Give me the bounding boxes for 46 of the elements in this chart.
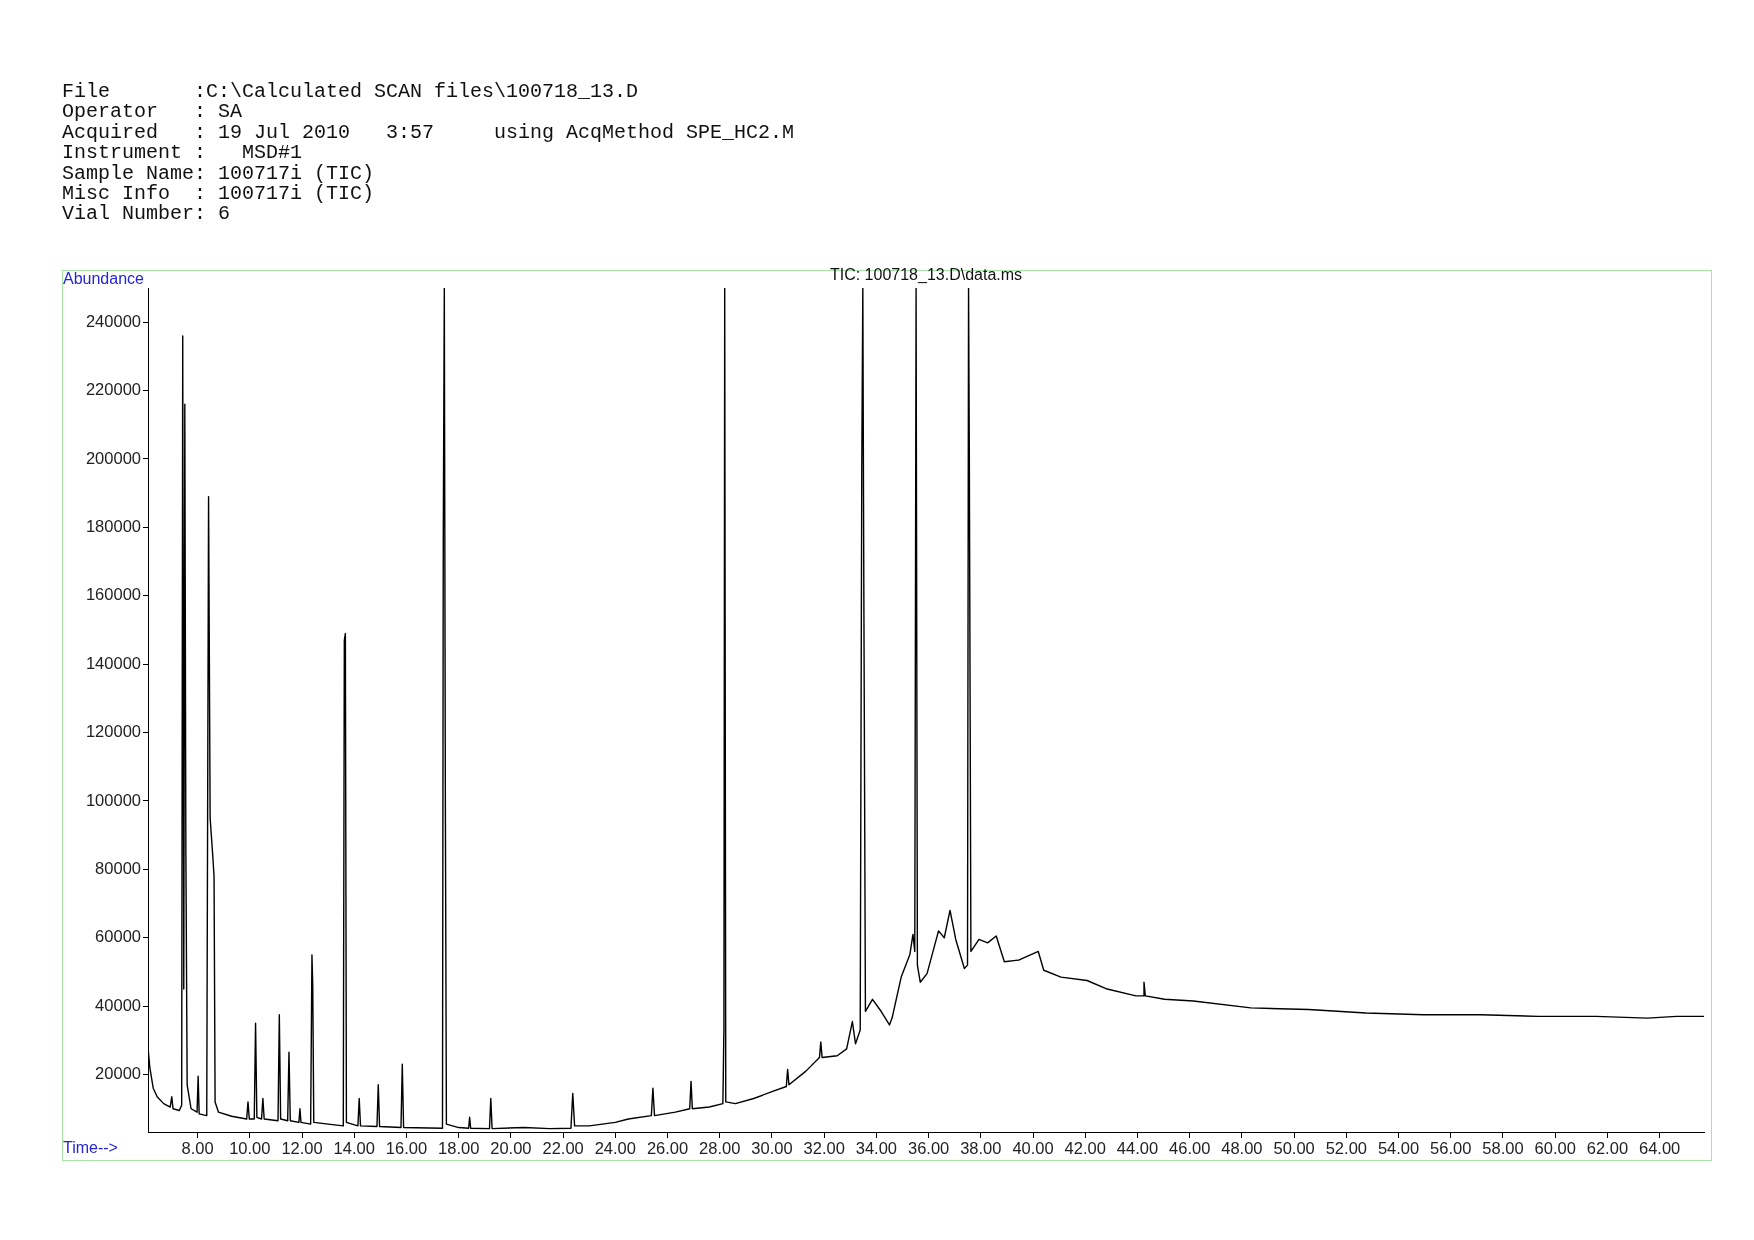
x-tick-label: 26.00 [646,1139,689,1158]
y-tick-label: 60000 [95,927,141,946]
y-axis-title: Abundance [63,270,144,288]
x-tick-label: 40.00 [1012,1139,1054,1158]
y-tick-label: 220000 [85,380,141,399]
y-tick-label: 100000 [85,790,141,809]
x-tick-label: 42.00 [1064,1139,1106,1158]
x-tick-label: 12.00 [281,1139,323,1158]
x-tick-label: 20.00 [490,1139,532,1158]
x-tick-label: 52.00 [1325,1139,1367,1158]
x-tick-label: 30.00 [751,1139,793,1158]
x-tick-label: 62.00 [1586,1139,1629,1158]
y-tick-label: 40000 [95,995,141,1014]
x-tick-label: 18.00 [438,1139,480,1158]
text: Vial Number: 6 [62,202,232,226]
y-tick-label: 80000 [95,858,141,877]
y-tick-label: 20000 [95,1064,141,1083]
x-tick-label: 44.00 [1116,1139,1159,1158]
x-tick-label: 10.00 [229,1139,271,1158]
x-tick-label: 22.00 [542,1139,584,1158]
y-tick-label: 140000 [85,653,141,672]
x-tick-label: 24.00 [594,1139,636,1158]
y-tick-label: 120000 [85,722,141,741]
y-tick-label: 200000 [85,448,141,467]
x-tick-label: 50.00 [1273,1139,1315,1158]
x-tick-label: 34.00 [855,1139,898,1158]
x-tick-label: 54.00 [1377,1139,1420,1158]
x-axis-title: Time--> [63,1139,118,1157]
y-tick-label: 160000 [85,585,141,604]
x-tick-label: 38.00 [960,1139,1002,1158]
chart-title: TIC: 100718_13.D\data.ms [829,266,1023,284]
x-tick-label: 58.00 [1482,1139,1524,1158]
x-tick-label: 36.00 [907,1139,950,1158]
x-tick-label: 16.00 [385,1139,428,1158]
x-tick-label: 14.00 [333,1139,375,1158]
x-tick-label: 8.00 [181,1139,214,1158]
y-tick-label: 180000 [85,516,141,535]
x-tick-label: 28.00 [699,1139,741,1158]
y-tick-label: 240000 [85,311,141,330]
x-tick-label: 60.00 [1534,1139,1576,1158]
x-tick-label: 64.00 [1638,1139,1681,1158]
text: File :C:\Calculated SCAN files\100718_13.D [62,80,640,103]
x-tick-label: 46.00 [1169,1139,1211,1158]
x-tick-label: 32.00 [803,1139,845,1158]
x-tick-label: 56.00 [1430,1139,1472,1158]
x-tick-label: 48.00 [1221,1139,1263,1158]
